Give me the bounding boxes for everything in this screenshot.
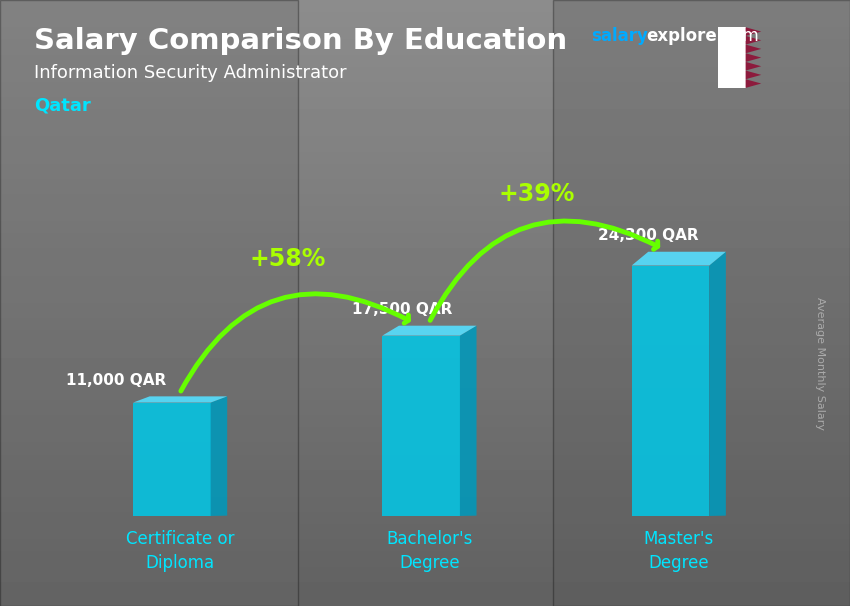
Text: +58%: +58% [249,247,326,271]
Polygon shape [745,36,762,45]
Polygon shape [745,62,762,70]
Polygon shape [382,325,477,336]
Bar [718,27,745,88]
Text: 17,500 QAR: 17,500 QAR [353,302,453,317]
FancyArrowPatch shape [181,294,409,391]
Text: salary: salary [591,27,648,45]
Text: Salary Comparison By Education: Salary Comparison By Education [34,27,567,55]
Text: 11,000 QAR: 11,000 QAR [66,373,167,388]
Polygon shape [460,325,477,516]
FancyBboxPatch shape [0,0,298,606]
Text: +39%: +39% [498,182,575,205]
Bar [133,402,211,516]
Text: Average Monthly Salary: Average Monthly Salary [815,297,825,430]
Polygon shape [745,79,762,88]
Text: Information Security Administrator: Information Security Administrator [34,64,347,82]
Polygon shape [745,45,762,53]
Polygon shape [745,27,762,36]
Text: Bachelor's
Degree: Bachelor's Degree [386,530,473,572]
Text: 24,300 QAR: 24,300 QAR [598,228,699,243]
Text: explorer: explorer [646,27,725,45]
Bar [632,265,709,516]
Text: .com: .com [718,27,759,45]
Polygon shape [745,70,762,79]
Text: Certificate or
Diploma: Certificate or Diploma [126,530,235,572]
Text: Master's
Degree: Master's Degree [643,530,714,572]
Polygon shape [632,251,726,265]
Polygon shape [211,396,227,516]
Polygon shape [745,53,762,62]
Polygon shape [133,396,227,402]
Text: Qatar: Qatar [34,97,91,115]
FancyArrowPatch shape [430,221,658,321]
Polygon shape [709,251,726,516]
Bar [382,336,460,516]
FancyBboxPatch shape [552,0,850,606]
